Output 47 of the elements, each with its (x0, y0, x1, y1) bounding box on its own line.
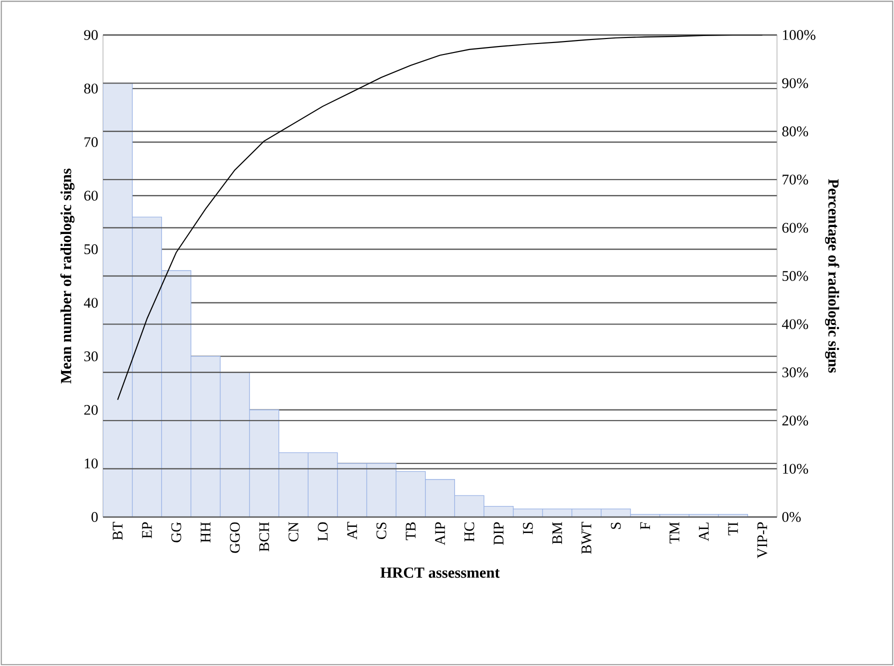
x-tick-label: GG (171, 522, 182, 542)
y-tick-label: 50 (84, 244, 98, 254)
y2-tick-label: 80% (782, 126, 808, 136)
y-tick-label: 0 (92, 512, 98, 522)
x-tick-label: IS (522, 522, 533, 534)
y2-tick-label: 40% (782, 319, 808, 330)
x-tick-label: S (610, 522, 621, 529)
x-tick-label: CS (376, 522, 386, 540)
y2-tick-label: 50% (782, 271, 808, 281)
y2-tick-label: 90% (782, 78, 808, 88)
y2-tick-label: 70% (782, 174, 808, 185)
x-tick-label: GGO (230, 522, 240, 553)
x-tick-label: AIP (435, 522, 445, 546)
x-tick-label: F (640, 522, 650, 530)
y2-tick-label: 10% (783, 464, 808, 474)
x-tick-label: VIP-P (757, 522, 768, 558)
x-tick-label: BWT (582, 522, 592, 554)
x-tick-label: HH (200, 522, 210, 542)
y2-tick-label: 0% (782, 512, 801, 522)
x-tick-label: CN (288, 522, 298, 542)
y-tick-label: 10 (84, 458, 98, 468)
y-tick-label: 60 (84, 190, 98, 201)
x-tick-label: HC (464, 522, 474, 542)
y-axis-title: Mean number of radiologic signs (60, 168, 74, 384)
x-tick-label: BM (552, 522, 562, 544)
y-tick-label: 30 (84, 351, 98, 362)
x-tick-label: BCH (259, 522, 270, 552)
y-tick-label: 40 (84, 298, 98, 308)
y-tick-label: 80 (84, 84, 98, 94)
y-tick-label: 70 (84, 137, 98, 148)
x-tick-label: AT (347, 522, 357, 540)
y2-tick-label: 30% (782, 367, 808, 378)
x-tick-label: LO (318, 522, 328, 541)
x-tick-label: TM (670, 522, 680, 544)
x-tick-label: DIP (494, 522, 504, 545)
x-tick-label: TI (728, 522, 738, 536)
y2-tick-label: 20% (782, 416, 808, 426)
x-tick-label: TB (406, 522, 416, 540)
y-tick-label: 20 (84, 404, 98, 415)
x-tick-label: BT (112, 522, 122, 540)
x-tick-label: AL (698, 522, 709, 542)
y2-axis-title: Percentage of radiologic signs (825, 179, 840, 373)
y-tick-label: 90 (84, 30, 98, 40)
x-axis-title: HRCT assessment (380, 568, 500, 578)
x-tick-label: EP (142, 522, 152, 538)
y2-tick-label: 60% (782, 222, 808, 233)
y2-tick-label: 100% (783, 30, 816, 40)
